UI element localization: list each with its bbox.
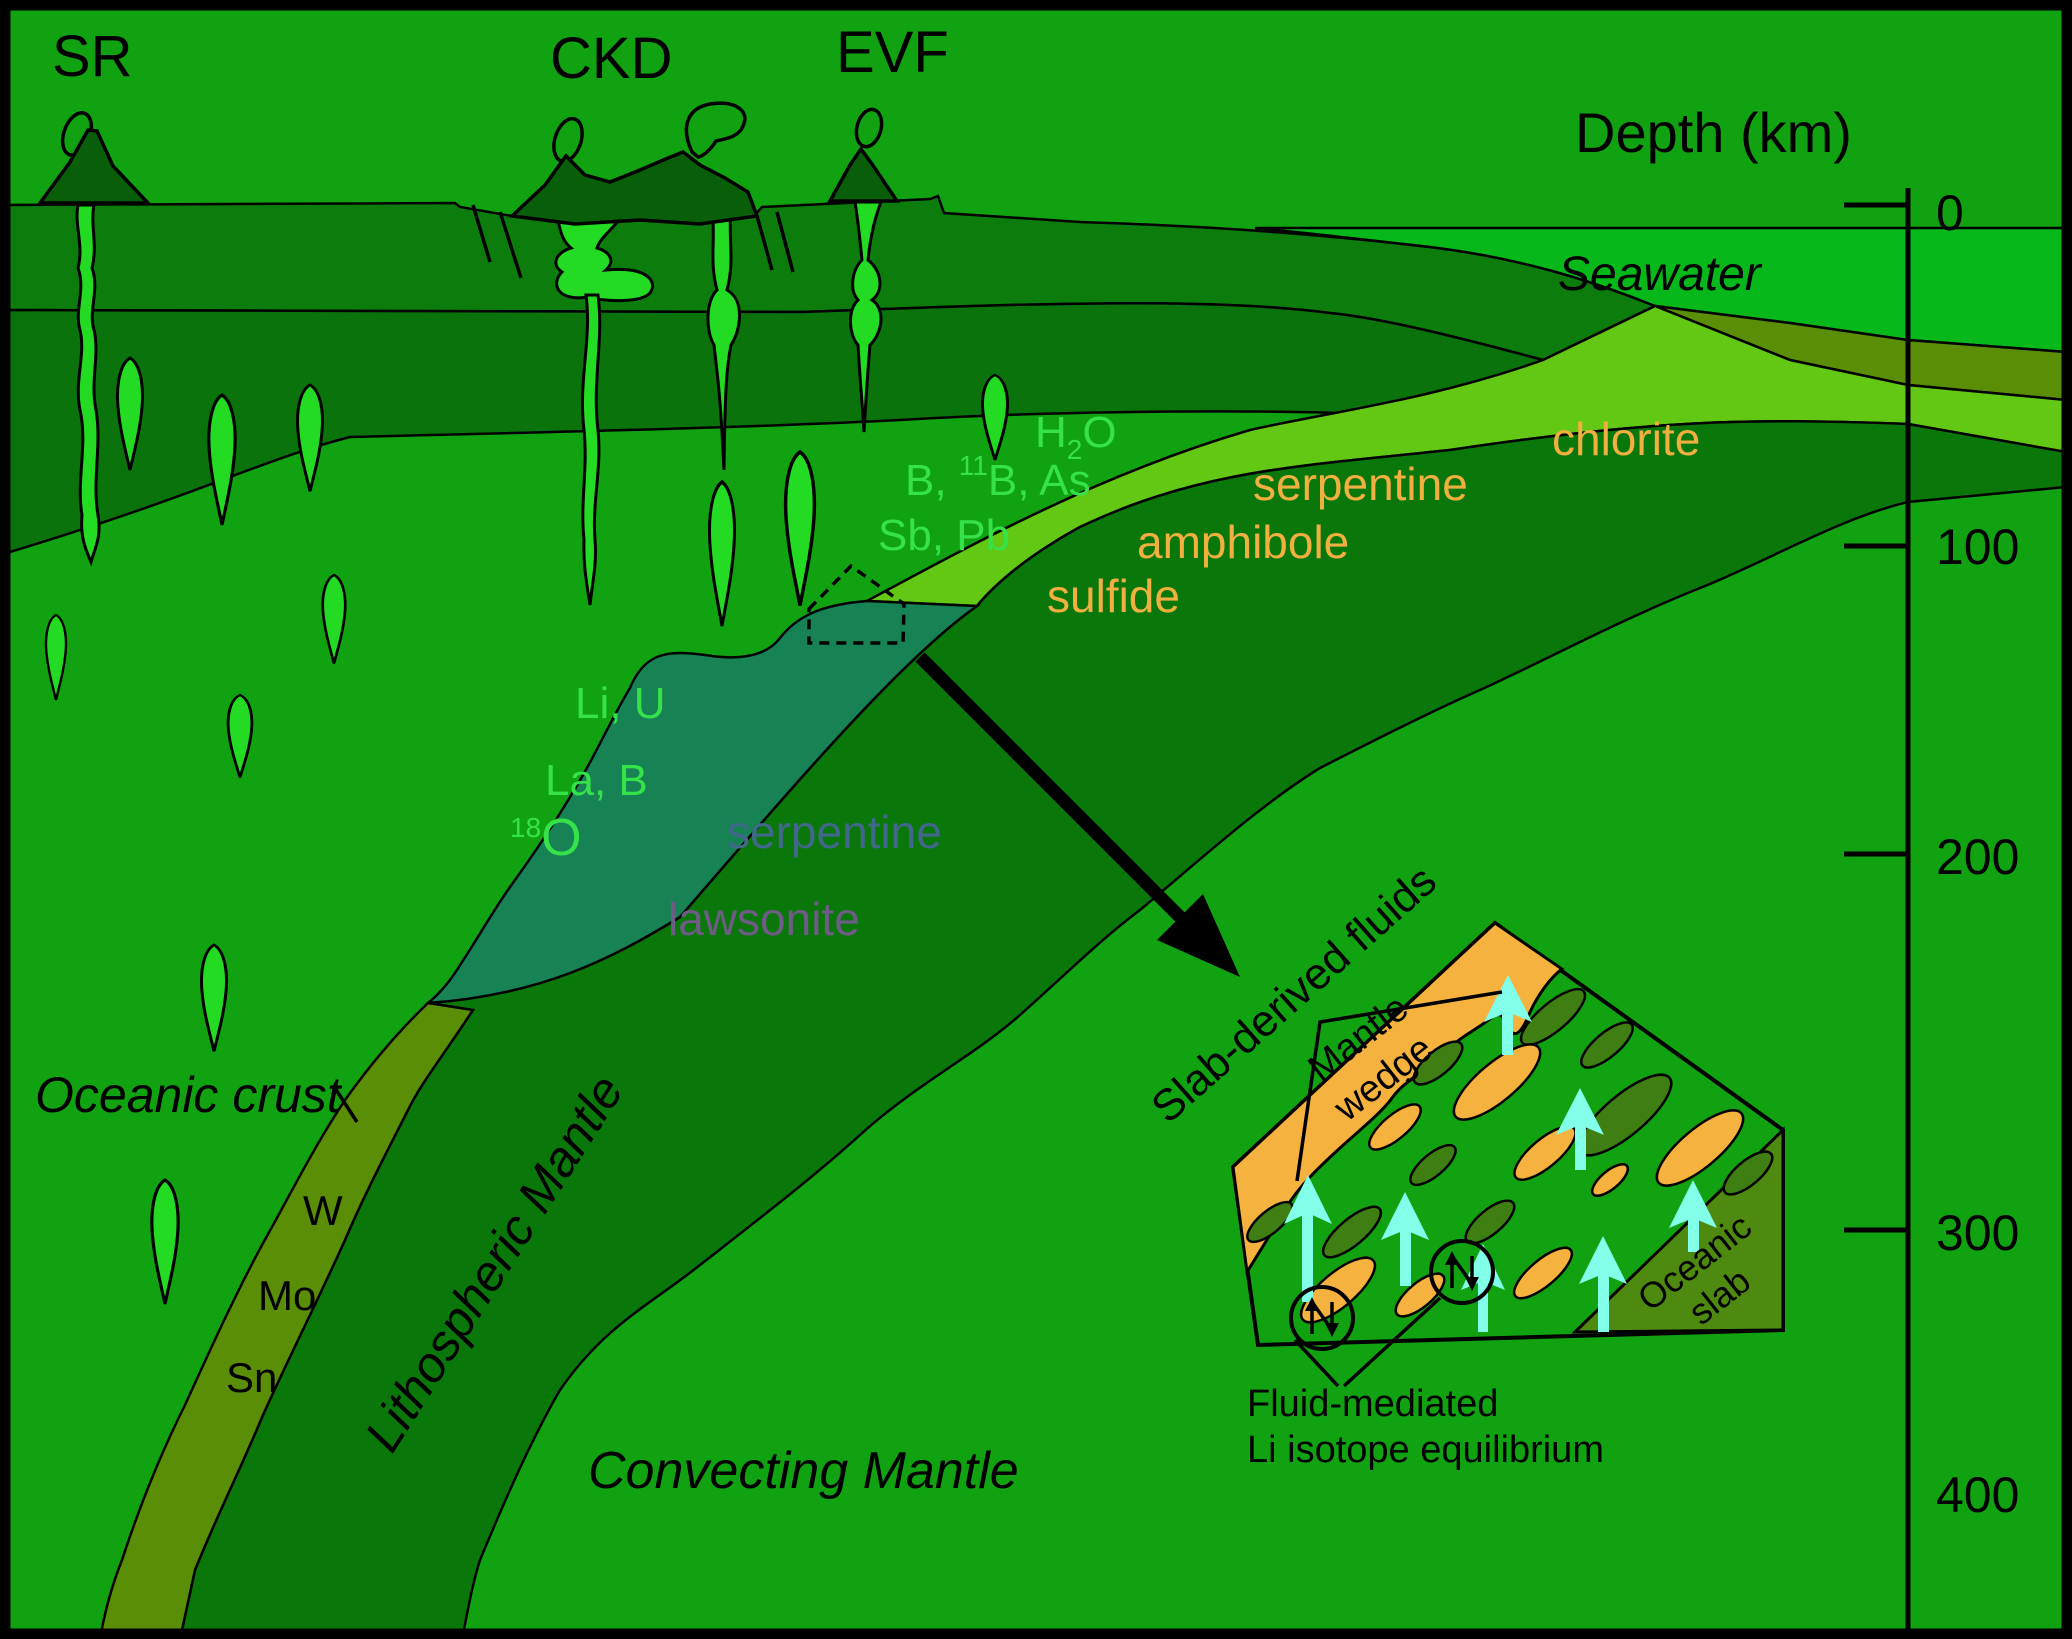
oceanic-crust-deep-band (98, 1001, 476, 1639)
serpentinized-wedge-corner (424, 599, 981, 1005)
depth-axis (1844, 188, 1911, 1632)
inset-diagram (1230, 920, 1785, 1388)
lawsonite-label: lawsonite (668, 893, 860, 945)
caption-leader-lines (1293, 1296, 1442, 1388)
inset-pointer-arrow (915, 652, 1240, 977)
tin-label: Sn (226, 1354, 277, 1401)
cyan-up-arrow-icon (1579, 1236, 1627, 1332)
boron-arsenic-label: B, 11B, As (905, 450, 1091, 505)
volcano-label-evf: EVF (836, 20, 949, 85)
arc-crust-lower-band (0, 302, 1547, 557)
seawater-region (1254, 226, 2068, 354)
steam-plume-icon (684, 101, 747, 159)
axis-tick-label-200: 200 (1936, 829, 2019, 885)
seawater-label: Seawater (1558, 248, 1763, 301)
volcano-evf (827, 107, 901, 203)
fault-lines (471, 204, 795, 279)
serpentine-deep-label: serpentine (727, 806, 942, 858)
axis-tick-label-100: 100 (1936, 519, 2019, 575)
serpentine-shallow-label: serpentine (1253, 458, 1468, 510)
steam-plume-icon (854, 107, 884, 149)
cyan-up-arrow-icon (1669, 1180, 1717, 1252)
h2o-label: H2O (1035, 408, 1117, 465)
cyan-up-arrow-icon (1381, 1192, 1429, 1286)
magma-blobs (44, 200, 1009, 1306)
volcano-sr (36, 111, 153, 205)
sb-pb-label: Sb, Pb (878, 511, 1010, 560)
sulfide-label: sulfide (1047, 570, 1180, 622)
li-exchange-symbol (1429, 1239, 1495, 1305)
convecting-mantle-label: Convecting Mantle (588, 1442, 1019, 1500)
chlorite-label: chlorite (1552, 413, 1700, 465)
inset-caption-line2: Li isotope equilibrium (1247, 1429, 1604, 1471)
cyan-up-arrow-icon (1484, 975, 1532, 1055)
axis-tick-label-400: 400 (1936, 1467, 2019, 1523)
cyan-up-arrow-icon (1556, 1088, 1604, 1170)
volcano-label-ckd: CKD (550, 26, 672, 91)
oceanic-crust-label: Oceanic crust (35, 1067, 343, 1123)
axis-tick-label-300: 300 (1936, 1205, 2019, 1261)
amphibole-label: amphibole (1137, 516, 1349, 568)
cyan-up-arrow-icon (1284, 1175, 1332, 1302)
slab-fluids-pointer-line (1295, 990, 1503, 1182)
la-b-label: La, B (545, 756, 648, 805)
volcano-label-sr: SR (52, 24, 133, 89)
axis-tick-label-0: 0 (1936, 185, 1964, 241)
o18-label: 18O (510, 809, 582, 867)
study-area-dashed-box (807, 563, 906, 645)
subducting-slab-mantle-band (178, 420, 2068, 1639)
li-exchange-symbol (1289, 1285, 1355, 1351)
tungsten-label: W (303, 1187, 343, 1234)
inset-caption-line1: Fluid-mediated (1247, 1383, 1498, 1425)
fluid-rise-arrows (1284, 975, 1717, 1332)
li-u-label: Li, U (575, 679, 665, 728)
oceanic-crust-leader-line (331, 1084, 359, 1123)
axis-title: Depth (km) (1575, 101, 1852, 164)
volcano-ckd (508, 101, 760, 226)
molybdenum-label: Mo (258, 1272, 316, 1319)
inset-dark-ellipses (1246, 987, 1774, 1259)
